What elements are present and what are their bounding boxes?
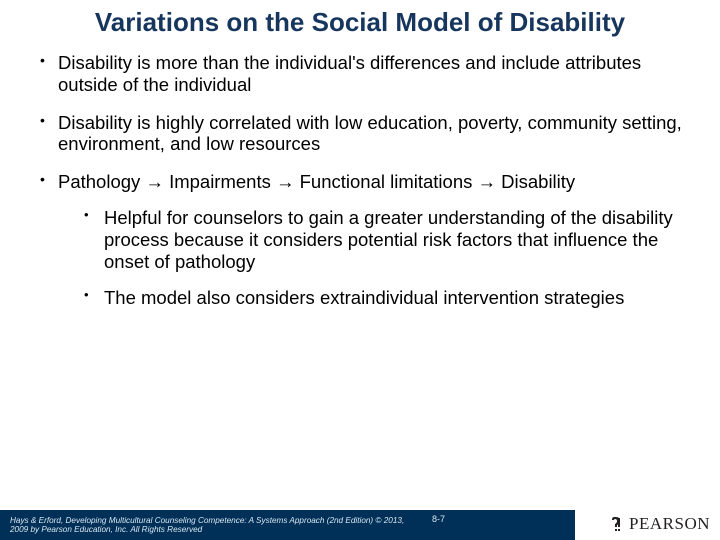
list-item: Disability is more than the individual's…	[34, 52, 686, 96]
slide: Variations on the Social Model of Disabi…	[0, 0, 720, 540]
interrobang-icon	[610, 516, 625, 532]
bullet-list: Disability is more than the individual's…	[34, 52, 686, 308]
chevron-divider	[555, 510, 575, 540]
brand-logo: PEARSON	[610, 514, 710, 534]
list-item-text: The model also considers extraindividual…	[104, 287, 624, 308]
sub-bullet-list: Helpful for counselors to gain a greater…	[58, 207, 686, 308]
list-item-text: Helpful for counselors to gain a greater…	[104, 207, 673, 272]
footer-citation: Hays & Erford, Developing Multicultural …	[0, 516, 410, 535]
list-item-text: Pathology → Impairments → Functional lim…	[58, 171, 575, 192]
list-item-text: Disability is highly correlated with low…	[58, 112, 682, 155]
list-item: The model also considers extraindividual…	[76, 287, 686, 309]
brand-text: PEARSON	[629, 514, 710, 534]
list-item: Disability is highly correlated with low…	[34, 112, 686, 156]
list-item: Pathology → Impairments → Functional lim…	[34, 171, 686, 308]
slide-title: Variations on the Social Model of Disabi…	[34, 8, 686, 38]
list-item-text: Disability is more than the individual's…	[58, 52, 641, 95]
page-number: 8-7	[432, 514, 445, 524]
footer-bar: Hays & Erford, Developing Multicultural …	[0, 510, 720, 540]
list-item: Helpful for counselors to gain a greater…	[76, 207, 686, 272]
